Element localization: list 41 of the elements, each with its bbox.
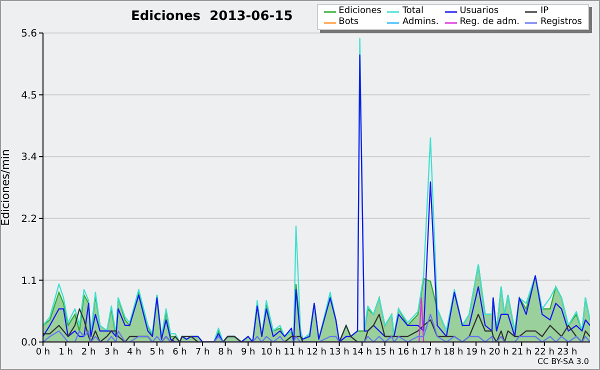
x-tick-label: 17 h [420, 347, 440, 358]
x-tick-label: 8 h [218, 347, 232, 358]
legend-label: Ediciones [338, 6, 382, 17]
text: CC BY-SA 3.0 [537, 357, 589, 366]
y-tick-label: 3.4 [21, 152, 37, 164]
chart-title: Ediciones 2013-06-15 [131, 9, 293, 24]
x-tick-label: 18 h [443, 347, 464, 358]
legend-label: Reg. de adm. [460, 17, 520, 28]
x-tick-label: 19 h [466, 347, 486, 358]
x-tick-label: 4 h [127, 347, 142, 358]
y-tick-label: 0.0 [21, 338, 37, 349]
x-tick-label: 12 h [306, 347, 327, 358]
legend-label: Bots [338, 17, 359, 28]
y-tick-label: 4.5 [21, 90, 37, 102]
x-tick-label: 11 h [284, 347, 304, 358]
y-tick-label: 1.1 [21, 276, 37, 287]
x-tick-label: 23 h [557, 347, 578, 358]
x-tick-label: 7 h [195, 347, 210, 358]
y-tick-label: 5.6 [21, 28, 37, 40]
x-tick-label: 13 h [329, 347, 350, 358]
legend-label: Total [402, 6, 424, 17]
x-tick-label: 10 h [260, 347, 281, 358]
x-tick-label: 20 h [488, 347, 509, 358]
x-tick-label: 1 h [58, 347, 73, 358]
legend-label: Usuarios [460, 6, 499, 17]
x-tick-label: 16 h [398, 347, 418, 358]
y-axis-title: Ediciones/min [0, 149, 12, 226]
x-tick-label: 22 h [534, 347, 554, 358]
x-tick-label: 14 h [352, 347, 372, 358]
x-tick-label: 21 h [512, 347, 532, 358]
legend-label: Registros [540, 17, 582, 28]
x-tick-label: 6 h [172, 347, 187, 358]
x-tick-label: 0 h [36, 347, 50, 358]
legend-label: IP [540, 6, 549, 17]
x-tick-label: 3 h [104, 347, 119, 358]
x-tick-label: 2 h [81, 347, 96, 358]
legend-label: Admins. [402, 17, 439, 28]
x-tick-label: 15 h [374, 347, 395, 358]
x-tick-label: 9 h [240, 347, 256, 358]
x-tick-label: 5 h [150, 347, 164, 358]
y-tick-label: 2.2 [21, 214, 37, 225]
